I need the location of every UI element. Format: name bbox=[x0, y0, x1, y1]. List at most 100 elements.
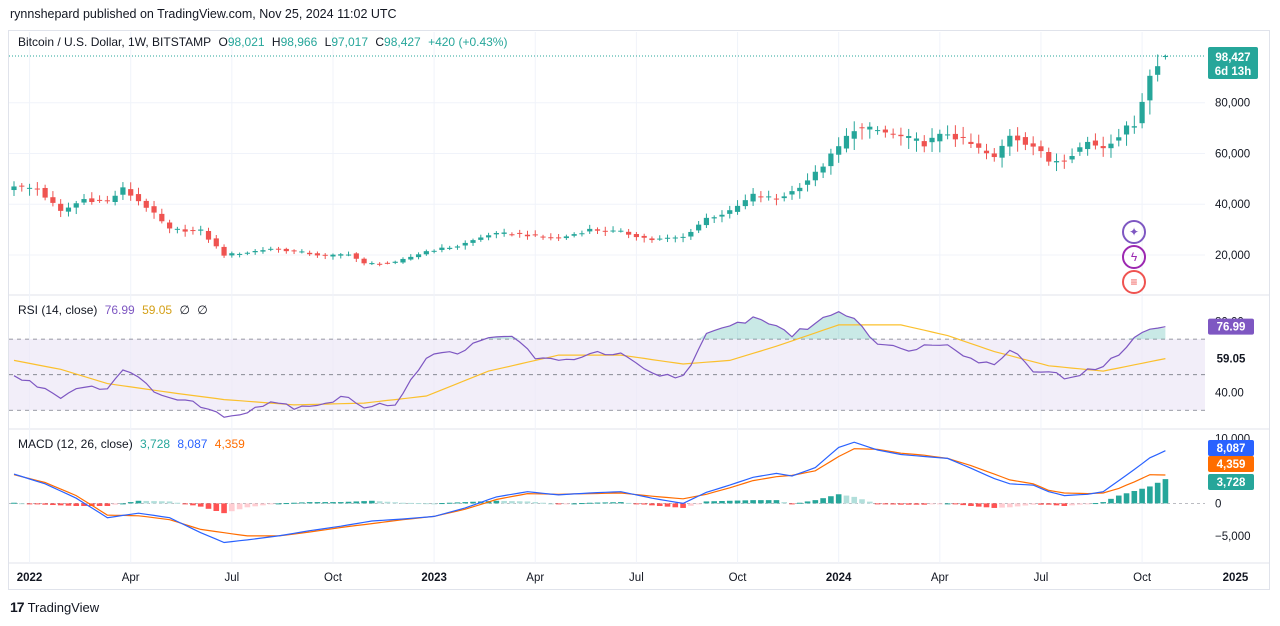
candle-body[interactable] bbox=[952, 133, 958, 140]
candle-body[interactable] bbox=[501, 232, 507, 234]
candle-body[interactable] bbox=[1162, 55, 1169, 58]
candle-body[interactable] bbox=[921, 141, 927, 147]
candle-body[interactable] bbox=[1085, 141, 1091, 150]
candle-body[interactable] bbox=[244, 252, 250, 254]
candle-body[interactable] bbox=[812, 171, 818, 181]
candle-body[interactable] bbox=[369, 263, 375, 265]
candle-body[interactable] bbox=[283, 248, 289, 252]
candle-body[interactable] bbox=[1061, 160, 1067, 162]
candle-body[interactable] bbox=[167, 222, 173, 229]
candle-body[interactable] bbox=[415, 254, 422, 258]
candle-body[interactable] bbox=[1046, 152, 1052, 162]
candle-body[interactable] bbox=[221, 246, 227, 256]
candle-body[interactable] bbox=[618, 230, 624, 232]
candle-body[interactable] bbox=[882, 129, 888, 133]
candle-body[interactable] bbox=[439, 247, 445, 250]
candle-body[interactable] bbox=[462, 242, 468, 246]
candle-body[interactable] bbox=[143, 200, 149, 208]
candle-body[interactable] bbox=[836, 146, 842, 155]
candle-body[interactable] bbox=[229, 253, 235, 256]
candle-body[interactable] bbox=[664, 237, 671, 239]
candle-body[interactable] bbox=[338, 254, 344, 256]
candle-body[interactable] bbox=[797, 187, 803, 192]
candle-body[interactable] bbox=[11, 186, 17, 191]
candle-body[interactable] bbox=[579, 233, 585, 235]
candle-body[interactable] bbox=[734, 205, 741, 212]
candle-body[interactable] bbox=[112, 195, 118, 202]
sparkle-icon[interactable]: ✦ bbox=[1122, 220, 1146, 244]
candle-body[interactable] bbox=[781, 196, 787, 199]
candle-body[interactable] bbox=[517, 232, 523, 234]
candle-body[interactable] bbox=[81, 199, 87, 203]
candle-body[interactable] bbox=[641, 235, 647, 238]
candle-body[interactable] bbox=[867, 126, 873, 130]
macd-label[interactable]: MACD (12, 26, close) bbox=[18, 437, 133, 451]
candle-body[interactable] bbox=[26, 187, 33, 189]
candle-body[interactable] bbox=[1108, 143, 1114, 149]
candle-body[interactable] bbox=[120, 187, 126, 195]
candle-body[interactable] bbox=[50, 197, 56, 203]
candle-body[interactable] bbox=[976, 143, 982, 148]
candle-body[interactable] bbox=[1147, 75, 1153, 101]
candle-body[interactable] bbox=[999, 145, 1005, 158]
candle-body[interactable] bbox=[696, 224, 702, 231]
candle-body[interactable] bbox=[968, 141, 974, 144]
candle-body[interactable] bbox=[789, 191, 795, 195]
candle-body[interactable] bbox=[563, 236, 569, 239]
rsi-line[interactable] bbox=[13, 311, 1166, 418]
candle-body[interactable] bbox=[945, 134, 951, 136]
candle-body[interactable] bbox=[602, 230, 608, 232]
candle-body[interactable] bbox=[672, 237, 678, 239]
candle-body[interactable] bbox=[540, 236, 546, 238]
candle-body[interactable] bbox=[913, 138, 920, 141]
candle-body[interactable] bbox=[1092, 140, 1099, 146]
candle-body[interactable] bbox=[361, 258, 367, 264]
candle-body[interactable] bbox=[198, 229, 204, 231]
candle-body[interactable] bbox=[89, 198, 95, 203]
candle-body[interactable] bbox=[524, 234, 531, 237]
candle-body[interactable] bbox=[898, 134, 904, 137]
candle-body[interactable] bbox=[42, 187, 48, 198]
candle-body[interactable] bbox=[548, 237, 554, 239]
candle-body[interactable] bbox=[1015, 135, 1021, 141]
candle-body[interactable] bbox=[353, 253, 359, 259]
candle-body[interactable] bbox=[587, 228, 593, 232]
candle-body[interactable] bbox=[454, 246, 461, 248]
candle-body[interactable] bbox=[766, 196, 772, 198]
candle-body[interactable] bbox=[851, 131, 857, 139]
candle-body[interactable] bbox=[392, 261, 398, 263]
candle-body[interactable] bbox=[1123, 125, 1130, 135]
candle-body[interactable] bbox=[773, 198, 780, 200]
candle-body[interactable] bbox=[34, 188, 40, 190]
candle-body[interactable] bbox=[159, 213, 165, 222]
macd-line[interactable] bbox=[13, 441, 1166, 544]
candle-body[interactable] bbox=[509, 234, 515, 236]
candle-body[interactable] bbox=[1155, 66, 1161, 75]
candle-body[interactable] bbox=[556, 237, 562, 239]
candle-body[interactable] bbox=[727, 210, 733, 214]
candle-body[interactable] bbox=[104, 200, 110, 202]
candle-body[interactable] bbox=[991, 153, 997, 158]
candle-body[interactable] bbox=[937, 133, 943, 142]
candle-body[interactable] bbox=[859, 127, 865, 129]
candle-body[interactable] bbox=[470, 240, 476, 243]
candle-body[interactable] bbox=[493, 232, 499, 235]
candle-body[interactable] bbox=[174, 228, 180, 230]
candle-body[interactable] bbox=[478, 237, 484, 240]
candle-body[interactable] bbox=[1139, 101, 1145, 124]
candle-body[interactable] bbox=[65, 207, 72, 212]
candle-body[interactable] bbox=[96, 199, 103, 201]
candle-body[interactable] bbox=[19, 185, 25, 187]
candle-body[interactable] bbox=[384, 262, 391, 264]
candle-body[interactable] bbox=[594, 229, 601, 231]
candle-body[interactable] bbox=[820, 166, 826, 173]
macd-signal-line[interactable] bbox=[13, 448, 1166, 537]
candle-body[interactable] bbox=[447, 247, 453, 249]
symbol-label[interactable]: Bitcoin / U.S. Dollar, 1W, BITSTAMP bbox=[18, 35, 212, 49]
candle-body[interactable] bbox=[758, 196, 764, 198]
candle-body[interactable] bbox=[610, 230, 616, 232]
candle-body[interactable] bbox=[983, 150, 990, 154]
rsi-label[interactable]: RSI (14, close) bbox=[18, 303, 98, 317]
candle-body[interactable] bbox=[828, 153, 834, 167]
